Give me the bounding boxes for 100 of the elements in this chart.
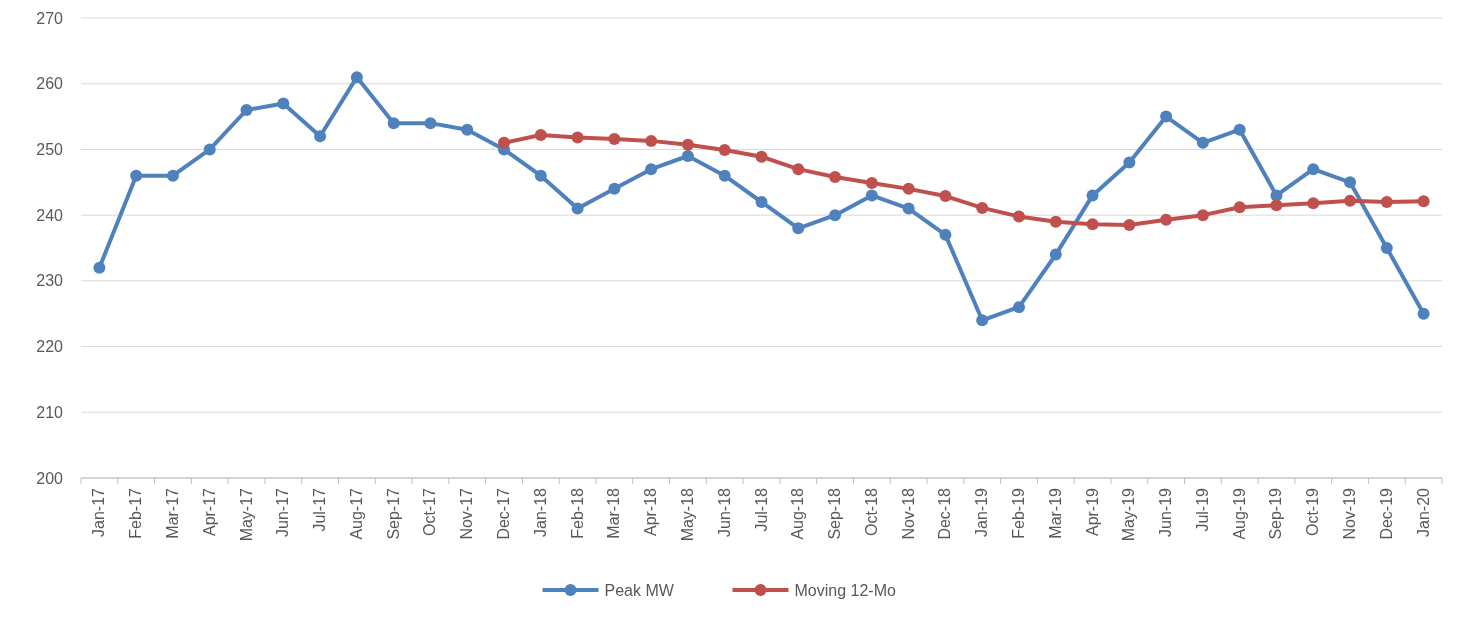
x-tick-label: Mar-19 bbox=[1046, 487, 1064, 539]
x-tick-label: May-17 bbox=[237, 487, 255, 542]
point bbox=[792, 222, 805, 235]
point bbox=[902, 202, 915, 215]
x-tick-label: Nov-17 bbox=[458, 487, 476, 540]
point bbox=[902, 182, 915, 195]
point bbox=[645, 134, 658, 147]
point bbox=[1344, 194, 1357, 207]
y-tick-label: 250 bbox=[36, 141, 64, 159]
x-tick-label: Oct-18 bbox=[862, 487, 880, 537]
x-tick-label: Oct-17 bbox=[421, 487, 439, 537]
x-tick-label: Jun-19 bbox=[1157, 487, 1175, 537]
point bbox=[240, 104, 253, 116]
x-tick-label: Aug-19 bbox=[1230, 487, 1248, 540]
y-tick-label: 210 bbox=[36, 403, 64, 421]
legend-label: Moving 12-Mo bbox=[794, 581, 896, 599]
x-tick-label: May-19 bbox=[1120, 487, 1138, 542]
y-tick-label: 220 bbox=[36, 338, 64, 356]
point bbox=[1012, 210, 1025, 223]
x-tick-label: May-18 bbox=[678, 487, 696, 542]
point bbox=[645, 163, 658, 176]
point bbox=[939, 228, 952, 241]
x-tick-label: Jan-17 bbox=[90, 487, 108, 537]
point bbox=[829, 209, 842, 222]
x-tick-label: Nov-18 bbox=[899, 487, 917, 540]
point bbox=[608, 132, 621, 145]
x-tick-label: Jan-18 bbox=[531, 487, 549, 537]
point bbox=[1160, 110, 1173, 123]
point bbox=[130, 169, 143, 182]
x-tick-label: Jul-19 bbox=[1193, 487, 1211, 532]
y-tick-label: 270 bbox=[36, 9, 64, 27]
x-tick-label: Jul-18 bbox=[752, 487, 770, 532]
point bbox=[718, 169, 731, 182]
point bbox=[681, 150, 694, 162]
x-tick-label: Feb-19 bbox=[1009, 487, 1027, 539]
x-tick-label: Feb-17 bbox=[127, 487, 145, 539]
legend-label: Peak MW bbox=[604, 581, 675, 599]
x-tick-label: Jan-19 bbox=[973, 487, 991, 537]
point bbox=[1307, 197, 1320, 210]
y-tick-label: 240 bbox=[36, 206, 64, 224]
point bbox=[681, 138, 694, 151]
point bbox=[1123, 156, 1136, 169]
point bbox=[571, 131, 584, 144]
point bbox=[1233, 201, 1246, 214]
point bbox=[1123, 219, 1136, 231]
x-tick-label: Jan-20 bbox=[1414, 487, 1432, 537]
x-tick-label: Jul-17 bbox=[311, 487, 329, 532]
point bbox=[1086, 218, 1099, 231]
point bbox=[1307, 163, 1320, 176]
point bbox=[1344, 176, 1357, 189]
point bbox=[829, 171, 842, 184]
x-tick-label: Sep-18 bbox=[826, 487, 844, 540]
point bbox=[865, 189, 878, 202]
point bbox=[1380, 196, 1393, 208]
point bbox=[387, 117, 400, 130]
point bbox=[939, 190, 952, 203]
x-tick-label: Sep-17 bbox=[384, 487, 402, 540]
point bbox=[976, 314, 989, 327]
x-tick-label: Sep-19 bbox=[1267, 487, 1285, 540]
point bbox=[1049, 248, 1062, 261]
point bbox=[755, 196, 768, 208]
point bbox=[534, 169, 547, 182]
point bbox=[498, 136, 511, 149]
x-tick-label: Apr-19 bbox=[1083, 487, 1101, 537]
point bbox=[277, 97, 290, 110]
x-tick-label: Dec-18 bbox=[936, 487, 954, 540]
point bbox=[1417, 195, 1430, 208]
y-tick-label: 230 bbox=[36, 272, 64, 290]
point bbox=[166, 169, 179, 182]
x-tick-label: Mar-18 bbox=[605, 487, 623, 539]
x-tick-label: Aug-17 bbox=[347, 487, 365, 540]
x-tick-label: Nov-19 bbox=[1341, 487, 1359, 540]
x-tick-label: Mar-17 bbox=[163, 487, 181, 539]
y-tick-label: 260 bbox=[36, 75, 64, 93]
x-tick-label: Feb-18 bbox=[568, 487, 586, 539]
y-tick-label: 200 bbox=[36, 469, 64, 487]
point bbox=[608, 182, 621, 195]
point bbox=[571, 202, 584, 215]
point bbox=[1270, 199, 1283, 212]
point bbox=[792, 163, 805, 176]
point bbox=[461, 123, 474, 136]
point bbox=[1012, 301, 1025, 314]
x-tick-label: Aug-18 bbox=[789, 487, 807, 540]
point bbox=[534, 128, 547, 141]
x-tick-label: Dec-19 bbox=[1377, 487, 1395, 540]
point bbox=[350, 71, 363, 84]
point bbox=[1417, 307, 1430, 320]
point bbox=[1233, 123, 1246, 136]
x-tick-label: Dec-17 bbox=[495, 487, 513, 540]
point bbox=[314, 130, 327, 143]
point bbox=[1380, 242, 1393, 254]
point bbox=[1086, 189, 1099, 202]
point bbox=[1049, 215, 1062, 228]
x-tick-label: Oct-19 bbox=[1304, 487, 1322, 537]
point bbox=[1160, 213, 1173, 226]
point bbox=[424, 117, 437, 130]
point bbox=[755, 150, 768, 163]
x-tick-label: Apr-18 bbox=[642, 487, 660, 537]
point bbox=[865, 176, 878, 189]
point bbox=[718, 144, 731, 157]
